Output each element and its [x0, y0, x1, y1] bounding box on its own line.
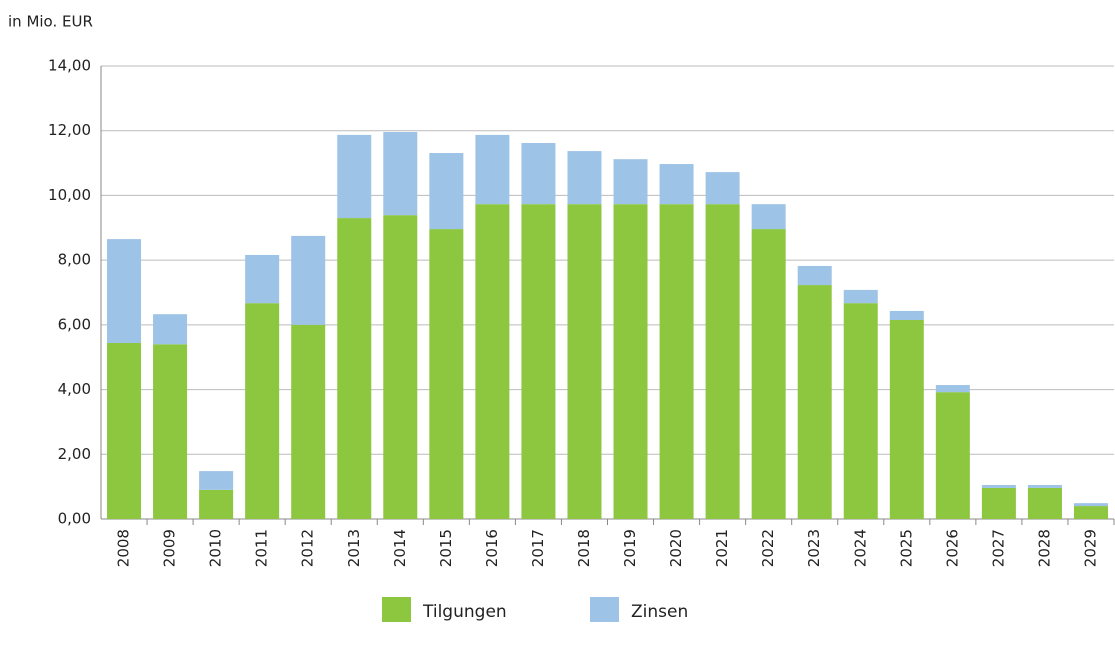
bar-segment	[199, 489, 234, 519]
legend-label: Zinsen	[631, 602, 688, 622]
bar-segment	[797, 285, 832, 519]
x-tick-label: 2017	[529, 529, 547, 567]
legend-swatch	[590, 597, 619, 622]
bar-segment	[797, 265, 832, 286]
bar-segment	[613, 159, 648, 205]
y-tick-label: 4,00	[58, 380, 91, 398]
x-tick-label: 2011	[253, 529, 271, 567]
bar-segment	[751, 229, 786, 519]
bar-segment	[935, 392, 970, 519]
x-tick-label: 2018	[575, 529, 593, 567]
x-tick-label: 2023	[805, 529, 823, 567]
x-tick-label: 2014	[391, 529, 409, 567]
bar-segment	[1027, 487, 1062, 519]
x-tick-label: 2010	[207, 529, 225, 567]
bar-segment	[981, 487, 1016, 519]
y-tick-label: 2,00	[58, 445, 91, 463]
x-tick-label: 2008	[115, 529, 133, 567]
bar-segment	[153, 314, 188, 345]
bar-segment	[659, 204, 694, 520]
bar-segment	[659, 164, 694, 205]
x-tick-label: 2012	[299, 529, 317, 567]
x-tick-label: 2029	[1081, 529, 1099, 567]
legend-label: Tilgungen	[422, 602, 507, 622]
bar-segment	[751, 204, 786, 230]
x-tick-label: 2020	[667, 529, 685, 567]
bar-segment	[1027, 485, 1062, 488]
bar-segment	[107, 342, 142, 519]
x-tick-label: 2025	[897, 529, 915, 567]
x-tick-label: 2028	[1035, 529, 1053, 567]
bar-segment	[1073, 506, 1108, 519]
y-tick-label: 10,00	[48, 186, 91, 204]
y-tick-label: 12,00	[48, 121, 91, 139]
bar-segment	[981, 485, 1016, 488]
bar-segment	[199, 471, 234, 490]
bar-segment	[383, 215, 418, 519]
bar-segment	[1073, 503, 1108, 507]
bar-segment	[613, 204, 648, 520]
legend-swatch	[382, 597, 411, 622]
bar-segment	[337, 134, 372, 219]
x-tick-label: 2019	[621, 529, 639, 567]
x-tick-label: 2022	[759, 529, 777, 567]
bar-segment	[291, 324, 326, 519]
x-tick-label: 2015	[437, 529, 455, 567]
bar-segment	[567, 151, 602, 205]
bar-segment	[153, 344, 188, 519]
bar-segment	[935, 385, 970, 393]
bar-segment	[889, 310, 924, 321]
x-tick-label: 2027	[989, 529, 1007, 567]
bar-segment	[521, 204, 556, 520]
x-tick-label: 2016	[483, 529, 501, 567]
y-tick-label: 6,00	[58, 315, 91, 333]
bar-segment	[843, 303, 878, 519]
bar-segment	[337, 218, 372, 520]
bar-segment	[429, 153, 464, 230]
y-axis-label: in Mio. EUR	[8, 13, 93, 31]
bar-segment	[383, 132, 418, 216]
x-tick-label: 2021	[713, 529, 731, 567]
x-tick-label: 2026	[943, 529, 961, 567]
bar-segment	[705, 172, 740, 205]
bar-segment	[705, 204, 740, 520]
x-tick-label: 2024	[851, 529, 869, 567]
bar-segment	[843, 289, 878, 304]
bar-segment	[429, 229, 464, 519]
bar-segment	[475, 134, 510, 205]
y-tick-label: 0,00	[58, 510, 91, 528]
bar-segment	[475, 204, 510, 520]
x-tick-label: 2013	[345, 529, 363, 567]
bar-segment	[291, 235, 326, 325]
bar-segment	[245, 254, 280, 304]
y-tick-label: 14,00	[48, 57, 91, 75]
bar-segment	[245, 303, 280, 519]
y-tick-label: 8,00	[58, 251, 91, 269]
x-tick-label: 2009	[161, 529, 179, 567]
bar-segment	[521, 143, 556, 205]
bar-segment	[889, 320, 924, 519]
bar-segment	[567, 204, 602, 520]
bar-segment	[107, 239, 142, 343]
